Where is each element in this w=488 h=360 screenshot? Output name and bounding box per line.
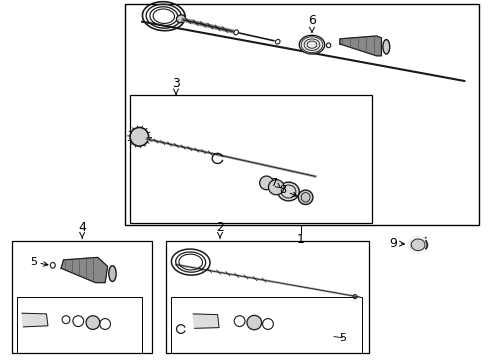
Ellipse shape: [246, 315, 261, 330]
Polygon shape: [193, 314, 219, 328]
Text: 2: 2: [216, 221, 224, 238]
Ellipse shape: [259, 176, 273, 190]
Ellipse shape: [298, 190, 312, 204]
Text: 5: 5: [338, 333, 345, 343]
Ellipse shape: [108, 266, 116, 282]
Bar: [17, 297, 142, 353]
Polygon shape: [61, 257, 107, 283]
Text: 8: 8: [279, 185, 296, 196]
Polygon shape: [339, 36, 381, 56]
Ellipse shape: [382, 40, 389, 54]
Ellipse shape: [299, 35, 324, 54]
Bar: [171, 297, 361, 353]
Ellipse shape: [176, 15, 185, 23]
Text: 7: 7: [270, 178, 280, 188]
Ellipse shape: [130, 127, 148, 146]
Polygon shape: [22, 313, 48, 327]
Text: 3: 3: [172, 77, 180, 94]
Ellipse shape: [408, 237, 427, 252]
Ellipse shape: [86, 316, 100, 329]
Bar: [166, 241, 368, 353]
Text: 4: 4: [78, 221, 86, 238]
Bar: [124, 4, 478, 225]
Ellipse shape: [268, 180, 284, 195]
Ellipse shape: [277, 182, 299, 201]
Text: 1: 1: [296, 233, 304, 246]
Bar: [12, 241, 151, 353]
Text: 9: 9: [388, 237, 404, 250]
Bar: [129, 95, 371, 223]
Text: 5: 5: [30, 257, 48, 267]
Text: 6: 6: [307, 14, 315, 32]
